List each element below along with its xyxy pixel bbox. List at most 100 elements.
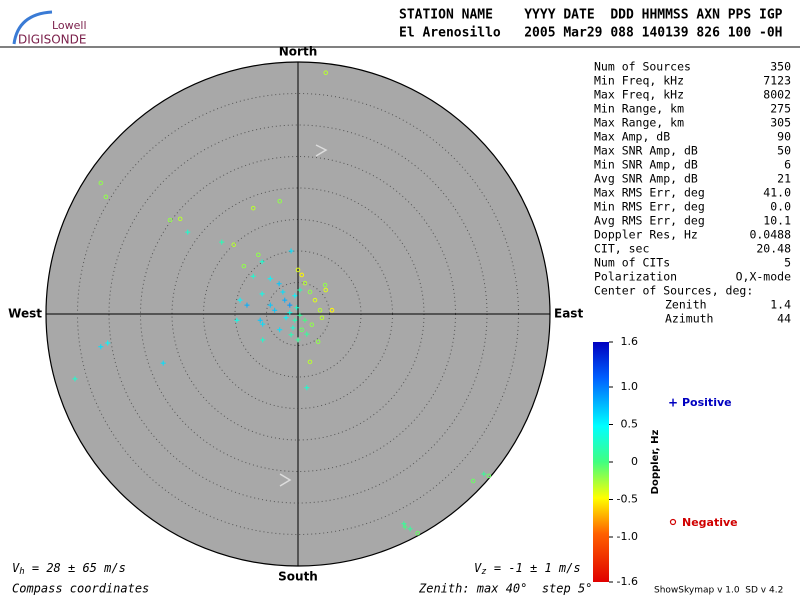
source-negative bbox=[98, 180, 104, 186]
source-negative bbox=[277, 198, 283, 204]
source-positive bbox=[260, 321, 266, 327]
chevron bbox=[315, 144, 328, 157]
source-positive bbox=[280, 289, 286, 295]
stat-label: Min Freq, kHz bbox=[594, 74, 684, 88]
source-positive bbox=[277, 327, 283, 333]
header-columns: STATION NAME YYYY DATE DDD HHMMSS AXN PP… bbox=[399, 8, 783, 23]
stat-label: Num of Sources bbox=[594, 60, 691, 74]
source-positive bbox=[292, 293, 298, 299]
center-label: Azimuth bbox=[665, 312, 713, 326]
source-negative bbox=[323, 70, 329, 76]
vz-rest: = -1 ± 1 m/s bbox=[487, 561, 581, 575]
source-positive bbox=[72, 376, 78, 382]
logo-bottom: DIGISONDE bbox=[18, 33, 86, 47]
stat-label: Max Amp, dB bbox=[594, 130, 670, 144]
stat-label: Max Freq, kHz bbox=[594, 88, 684, 102]
stat-label: Avg RMS Err, deg bbox=[594, 214, 705, 228]
source-negative bbox=[177, 216, 183, 222]
source-negative bbox=[299, 327, 305, 333]
source-positive bbox=[407, 526, 413, 532]
vz-symbol: V bbox=[474, 561, 482, 575]
center-title: Center of Sources, deg: bbox=[594, 284, 753, 298]
source-negative bbox=[299, 272, 305, 278]
stat-value: 41.0 bbox=[763, 186, 791, 200]
coords-label: Compass coordinates bbox=[12, 582, 149, 596]
colorbar-tick-label: -1.6 bbox=[617, 575, 638, 588]
source-positive bbox=[98, 344, 104, 350]
source-positive bbox=[304, 331, 310, 337]
colorbar-tick-label: 0 bbox=[631, 455, 638, 468]
source-negative bbox=[309, 322, 315, 328]
stat-label: Avg SNR Amp, dB bbox=[594, 172, 698, 186]
colorbar-tick-label: 1.0 bbox=[621, 380, 639, 393]
source-negative bbox=[167, 217, 173, 223]
stat-value: 0.0 bbox=[770, 200, 791, 214]
center-value: 1.4 bbox=[770, 298, 791, 312]
stat-value: 10.1 bbox=[763, 214, 791, 228]
direction-south: South bbox=[278, 570, 318, 584]
source-positive bbox=[288, 248, 294, 254]
stat-value: 50 bbox=[777, 144, 791, 158]
stat-value: 8002 bbox=[763, 88, 791, 102]
stat-value: 90 bbox=[777, 130, 791, 144]
source-positive bbox=[282, 297, 288, 303]
colorbar bbox=[593, 342, 609, 582]
source-negative bbox=[241, 263, 247, 269]
colorbar-tick-label: -1.0 bbox=[617, 530, 638, 543]
chevron bbox=[279, 473, 292, 487]
source-positive bbox=[283, 315, 289, 321]
source-negative bbox=[329, 307, 335, 313]
source-negative bbox=[307, 289, 313, 295]
source-positive bbox=[302, 317, 308, 323]
source-negative bbox=[317, 307, 323, 313]
stat-label: Min SNR Amp, dB bbox=[594, 158, 698, 172]
stat-value: 305 bbox=[770, 116, 791, 130]
source-negative bbox=[323, 287, 329, 293]
vz-label: Vz = -1 ± 1 m/s bbox=[474, 561, 581, 577]
center-value: 44 bbox=[777, 312, 791, 326]
source-negative bbox=[307, 359, 313, 365]
source-positive bbox=[297, 287, 303, 293]
source-positive bbox=[276, 281, 282, 287]
source-negative bbox=[486, 473, 492, 479]
source-negative bbox=[231, 242, 237, 247]
stat-label: Max Range, km bbox=[594, 116, 684, 130]
source-negative bbox=[470, 478, 476, 484]
stat-label: Max RMS Err, deg bbox=[594, 186, 705, 200]
source-positive bbox=[250, 273, 256, 279]
source-positive bbox=[237, 297, 243, 303]
legend-positive-symbol: + bbox=[668, 396, 678, 410]
source-positive bbox=[185, 229, 191, 235]
stat-value: 5 bbox=[784, 256, 791, 270]
source-negative bbox=[312, 297, 318, 303]
stat-value: O,X-mode bbox=[736, 270, 791, 284]
source-positive bbox=[292, 317, 298, 323]
source-positive bbox=[304, 385, 310, 391]
direction-east: East bbox=[554, 307, 583, 321]
source-positive bbox=[267, 276, 273, 282]
colorbar-tick-label: 1.6 bbox=[621, 335, 639, 348]
version-label: ShowSkymap v 1.0 SD v 4.2 bbox=[654, 586, 783, 596]
source-positive bbox=[259, 259, 265, 265]
source-negative bbox=[103, 194, 109, 200]
stat-label: Polarization bbox=[594, 270, 677, 284]
vh-label: Vh = 28 ± 65 m/s bbox=[12, 561, 126, 577]
source-negative bbox=[315, 339, 321, 345]
source-positive bbox=[267, 302, 273, 308]
source-negative bbox=[256, 252, 261, 258]
source-positive bbox=[297, 312, 303, 318]
source-positive bbox=[287, 310, 293, 316]
source-positive bbox=[272, 307, 278, 313]
legend-positive: Positive bbox=[682, 396, 732, 409]
source-positive bbox=[219, 239, 225, 245]
source-positive bbox=[234, 317, 240, 323]
source-negative bbox=[295, 267, 301, 273]
source-positive bbox=[481, 471, 487, 477]
source-positive bbox=[290, 325, 296, 331]
stat-label: CIT, sec bbox=[594, 242, 649, 256]
vh-rest: = 28 ± 65 m/s bbox=[25, 561, 126, 575]
colorbar-label: Doppler, Hz bbox=[650, 430, 661, 495]
source-negative bbox=[319, 315, 325, 321]
header-values: El Arenosillo 2005 Mar29 088 140139 826 … bbox=[399, 26, 783, 41]
logo-swoosh bbox=[12, 10, 53, 45]
